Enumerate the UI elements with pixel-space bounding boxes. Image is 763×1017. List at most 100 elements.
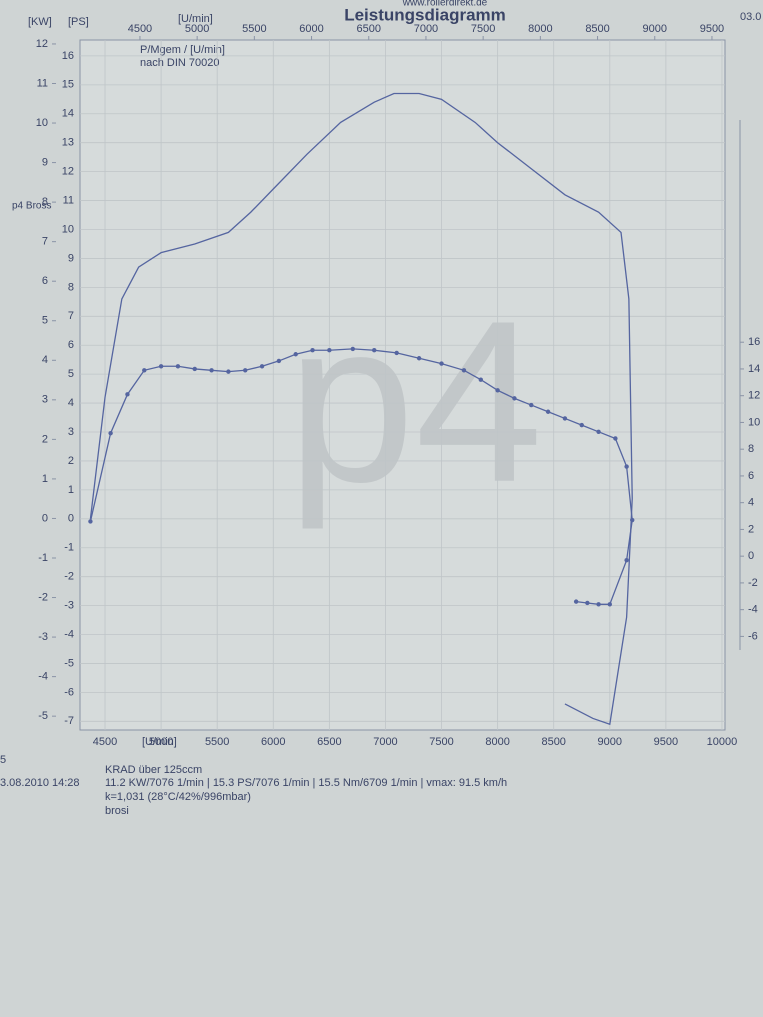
y-tick-label: 3 — [68, 426, 74, 438]
y-tick-label: 12 — [62, 166, 74, 178]
x-tick-label: 10000 — [707, 736, 738, 748]
kw-tick-label: 8 — [42, 196, 48, 208]
kw-tick-label: 11 — [37, 77, 48, 89]
x2-tick-label: 6500 — [357, 23, 381, 35]
x-tick-label: 8000 — [485, 736, 509, 748]
series-dot — [394, 350, 399, 356]
y-tick-label: -1 — [64, 542, 74, 554]
series-dot — [512, 396, 517, 401]
series-dot — [293, 352, 298, 357]
series-dot — [327, 348, 332, 353]
kw-tick-label: -3 — [38, 631, 48, 643]
series-dot — [607, 602, 612, 607]
series-dot — [372, 348, 377, 353]
x-tick-label: 6500 — [317, 736, 341, 748]
x2-tick-label: 5000 — [185, 23, 209, 35]
operator: brosi — [105, 805, 129, 817]
x-tick-label: 7500 — [429, 736, 453, 748]
series-dot — [209, 368, 214, 373]
results: 11.2 KW/7076 1/min | 15.3 PS/7076 1/min … — [105, 777, 507, 789]
x2-tick-label: 7000 — [414, 23, 438, 35]
x-tick-label: 9000 — [598, 736, 622, 748]
kw-tick-label: 6 — [42, 275, 48, 287]
y-tick-label: 6 — [68, 339, 74, 351]
kw-tick-label: 7 — [42, 236, 48, 248]
series-dot — [175, 364, 181, 369]
x-tick-label: 5500 — [205, 736, 229, 748]
series-dot — [585, 600, 590, 606]
correction: k=1,031 (28°C/42%/996mbar) — [105, 791, 251, 803]
kw-tick-label: 1 — [42, 473, 48, 485]
y-tick-label: 4 — [68, 397, 74, 409]
x2-label: [U/min] — [178, 13, 213, 25]
y-tick-label: 7 — [68, 310, 74, 322]
series-dot — [310, 348, 315, 353]
x2-tick-label: 7500 — [471, 23, 495, 35]
watermark: p4 — [287, 273, 543, 530]
y-tick-label: -2 — [64, 571, 74, 583]
y2-tick-label: 12 — [748, 390, 760, 402]
kw-tick-label: -2 — [38, 591, 48, 603]
series-dot — [596, 602, 601, 607]
series-dot — [613, 436, 618, 441]
y2-tick-label: 6 — [748, 470, 754, 482]
series-dot — [596, 429, 601, 435]
series-dot — [624, 557, 629, 563]
left-label: p4 Bross — [12, 201, 51, 212]
y2-tick-label: 8 — [748, 443, 754, 455]
legend-entry: nach DIN 70020 — [140, 57, 220, 69]
kw-tick-label: 3 — [42, 394, 48, 406]
series-dot — [573, 599, 579, 604]
y2-tick-label: -2 — [748, 577, 758, 589]
series-dot — [579, 422, 584, 428]
series-dot — [416, 356, 422, 361]
y2-tick-label: 0 — [748, 550, 754, 562]
y2-tick-label: 16 — [748, 336, 760, 348]
y-tick-label: -5 — [64, 657, 74, 669]
series-dot — [439, 361, 444, 366]
series-dot — [243, 368, 248, 373]
series-dot — [259, 364, 265, 369]
y-tick-label: 8 — [68, 281, 74, 293]
y-tick-label: -3 — [64, 600, 74, 612]
kw-tick-label: 0 — [42, 512, 48, 524]
series-dot — [350, 346, 356, 352]
x2-tick-label: 8500 — [585, 23, 609, 35]
y-tick-label: 16 — [62, 50, 74, 62]
x-label: [U/min] — [142, 736, 177, 748]
legend-entry: P/Mgem / [U/min] — [140, 44, 225, 56]
x-tick-label: 5000 — [149, 736, 173, 748]
kw-tick-label: -4 — [38, 671, 48, 683]
series-dot — [142, 368, 147, 373]
series-dot — [158, 364, 164, 369]
series-dot — [562, 416, 568, 421]
kw-tick-label: 4 — [42, 354, 48, 366]
y-tick-label: 2 — [68, 455, 74, 467]
series-dot — [108, 430, 113, 436]
series-line — [89, 92, 633, 726]
x2-tick-label: 9000 — [643, 23, 667, 35]
y2-tick-label: 2 — [748, 523, 754, 535]
plot-area — [79, 39, 726, 731]
date-corner: 03.0 — [740, 11, 761, 23]
series-dot — [630, 517, 635, 523]
y-tick-label: 9 — [68, 252, 74, 264]
kw-tick-label: 2 — [42, 433, 48, 445]
series-dot — [495, 388, 500, 393]
x-tick-label: 8500 — [541, 736, 565, 748]
x-tick-label: 9500 — [654, 736, 678, 748]
x2-tick-label: 9500 — [700, 23, 724, 35]
kw-tick-label: 9 — [42, 156, 48, 168]
kw-label: [KW] — [28, 16, 52, 28]
ps-label: [PS] — [68, 16, 89, 28]
x2-tick-label: 5500 — [242, 23, 266, 35]
y2-tick-label: 10 — [748, 416, 760, 428]
y-tick-label: 11 — [63, 194, 74, 206]
series-dot — [529, 402, 534, 408]
y-tick-label: -7 — [64, 715, 74, 727]
series-dot — [624, 464, 629, 469]
y-tick-label: 0 — [68, 513, 74, 525]
x-tick-label: 4500 — [93, 736, 117, 748]
y2-tick-label: 14 — [748, 363, 760, 375]
kw-tick-label: -1 — [38, 552, 48, 564]
